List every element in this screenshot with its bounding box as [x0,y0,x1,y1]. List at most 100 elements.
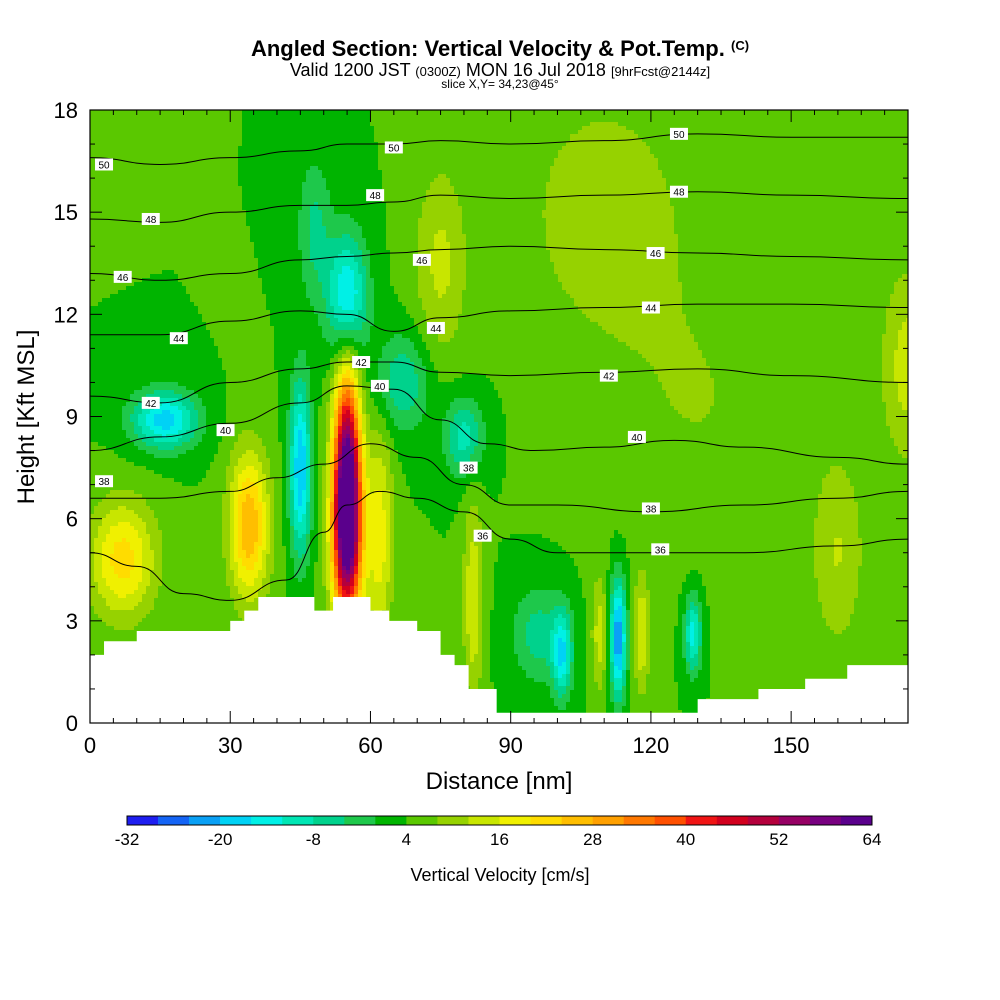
velocity-cell [798,170,803,175]
velocity-cell [858,114,863,119]
velocity-cell [394,162,399,167]
velocity-cell [502,158,507,163]
velocity-cell [650,138,655,143]
velocity-cell [142,182,147,187]
velocity-cell [738,114,743,119]
velocity-cell [154,158,159,163]
velocity-cell [902,138,907,143]
velocity-cell [478,150,483,155]
velocity-cell [794,114,799,119]
velocity-cell [598,154,603,159]
velocity-cell [242,110,247,115]
velocity-cell [870,150,875,155]
velocity-cell [446,130,451,135]
velocity-cell [198,122,203,127]
velocity-cell [846,170,851,175]
velocity-cell [618,174,623,179]
velocity-cell [614,114,619,119]
velocity-cell [662,126,667,131]
velocity-cell [866,130,871,135]
velocity-cell [566,170,571,175]
velocity-cell [378,134,383,139]
velocity-cell [850,130,855,135]
velocity-cell [366,178,371,183]
velocity-cell [194,182,199,187]
velocity-cell [214,134,219,139]
velocity-cell [854,154,859,159]
velocity-cell [142,134,147,139]
velocity-cell [182,150,187,155]
velocity-cell [426,162,431,167]
velocity-cell [442,118,447,123]
velocity-cell [370,178,375,183]
velocity-cell [102,134,107,139]
velocity-cell [682,174,687,179]
velocity-cell [162,114,167,119]
velocity-cell [794,118,799,123]
velocity-cell [426,118,431,123]
velocity-cell [806,178,811,183]
velocity-cell [706,110,711,115]
velocity-cell [458,126,463,131]
velocity-cell [166,122,171,127]
velocity-cell [850,134,855,139]
velocity-cell [838,130,843,135]
velocity-cell [398,122,403,127]
velocity-cell [314,166,319,171]
velocity-cell [258,138,263,143]
velocity-cell [438,150,443,155]
velocity-cell [246,126,251,131]
velocity-cell [134,126,139,131]
velocity-cell [486,134,491,139]
velocity-cell [274,114,279,119]
velocity-cell [882,150,887,155]
velocity-cell [270,166,275,171]
velocity-cell [590,174,595,179]
velocity-cell [266,178,271,183]
velocity-cell [222,142,227,147]
velocity-cell [422,114,427,119]
velocity-cell [130,178,135,183]
velocity-cell [762,158,767,163]
velocity-cell [658,130,663,135]
velocity-cell [418,170,423,175]
velocity-cell [418,158,423,163]
velocity-cell [526,178,531,183]
velocity-cell [602,150,607,155]
velocity-cell [610,154,615,159]
velocity-cell [658,126,663,131]
velocity-cell [178,166,183,171]
velocity-cell [546,114,551,119]
velocity-cell [562,178,567,183]
velocity-cell [330,174,335,179]
velocity-cell [646,154,651,159]
velocity-cell [366,166,371,171]
velocity-cell [854,174,859,179]
velocity-cell [826,114,831,119]
velocity-cell [166,138,171,143]
velocity-cell [166,150,171,155]
velocity-cell [126,146,131,151]
velocity-cell [206,150,211,155]
velocity-cell [586,166,591,171]
velocity-cell [782,170,787,175]
velocity-cell [90,114,95,119]
velocity-cell [538,146,543,151]
velocity-cell [422,158,427,163]
velocity-cell [142,126,147,131]
velocity-cell [630,174,635,179]
velocity-cell [766,158,771,163]
velocity-cell [190,166,195,171]
velocity-cell [762,130,767,135]
velocity-cell [366,174,371,179]
velocity-cell [614,158,619,163]
velocity-cell [450,170,455,175]
velocity-cell [546,118,551,123]
velocity-cell [106,142,111,147]
velocity-cell [238,182,243,187]
velocity-cell [218,174,223,179]
velocity-cell [762,154,767,159]
velocity-cell [782,134,787,139]
velocity-cell [690,178,695,183]
velocity-cell [354,118,359,123]
